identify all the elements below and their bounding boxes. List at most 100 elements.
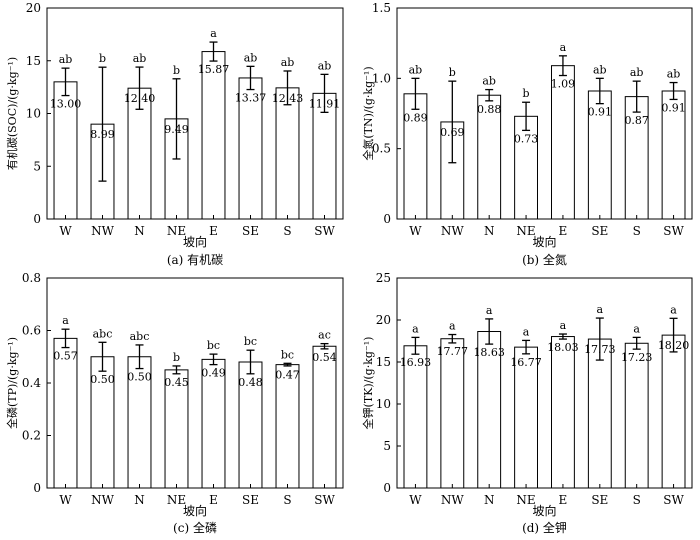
- x-tick-label: SW: [314, 493, 335, 507]
- data-label: 18.03: [547, 341, 579, 354]
- data-label: 0.89: [403, 111, 428, 124]
- x-axis-title: 坡向: [532, 503, 556, 518]
- x-tick-label: NE: [516, 224, 535, 238]
- panel-tp-chart: 0 0.2 0.4 0.6 0.8 0.57 a W 0.50 abc NW 0.50 abc N 0.45…: [5, 271, 344, 535]
- significance-label: a: [633, 322, 640, 335]
- significance-label: a: [670, 303, 677, 316]
- data-label: 0.91: [588, 106, 613, 119]
- x-tick-label: S: [283, 493, 291, 507]
- bar-sw: [661, 334, 686, 489]
- bar-s: [275, 87, 300, 220]
- data-label: 0.87: [624, 114, 649, 127]
- y-tick-label: 15: [26, 54, 41, 68]
- data-label: 0.69: [440, 126, 465, 139]
- data-label: 0.57: [53, 350, 78, 363]
- significance-label: ab: [244, 51, 258, 64]
- x-tick-label: NW: [91, 493, 115, 507]
- significance-label: ab: [133, 52, 147, 65]
- significance-label: b: [173, 64, 180, 77]
- significance-label: b: [523, 87, 530, 100]
- panel-caption: (b) 全氮: [522, 252, 567, 267]
- y-axis-title: 有机碳(SOC)/(g·kg⁻¹): [5, 57, 19, 170]
- y-axis-title: 全钾(TK)/(g·kg⁻¹): [361, 337, 375, 430]
- significance-label: b: [449, 66, 456, 79]
- y-tick-label: 0.8: [22, 271, 41, 285]
- x-tick-label: N: [484, 224, 495, 238]
- y-tick-label: 15: [376, 355, 391, 369]
- y-tick-label: 1.0: [372, 71, 391, 85]
- bar-s: [275, 364, 300, 489]
- y-tick-label: 0.5: [372, 142, 391, 156]
- panel-caption: (d) 全钾: [522, 520, 567, 535]
- y-tick-label: 0: [383, 481, 391, 495]
- y-tick-label: 0.6: [22, 324, 41, 338]
- data-label: 0.91: [661, 101, 686, 114]
- data-label: 12.40: [124, 92, 156, 105]
- y-tick-label: 10: [376, 397, 391, 411]
- significance-label: ab: [281, 56, 295, 69]
- significance-label: a: [449, 320, 456, 333]
- x-tick-label: SW: [314, 224, 335, 238]
- significance-label: ab: [59, 53, 73, 66]
- x-tick-label: E: [209, 493, 218, 507]
- significance-label: a: [560, 319, 567, 332]
- x-tick-label: E: [559, 493, 568, 507]
- significance-label: b: [173, 351, 180, 364]
- x-tick-label: NE: [516, 493, 535, 507]
- y-tick-label: 0: [33, 212, 41, 226]
- y-tick-label: 5: [383, 439, 391, 453]
- significance-label: a: [597, 303, 604, 316]
- significance-label: ab: [630, 66, 644, 79]
- data-label: 17.73: [584, 343, 616, 356]
- x-tick-label: NW: [441, 224, 465, 238]
- data-label: 18.20: [658, 339, 690, 352]
- data-label: 8.99: [90, 128, 115, 141]
- data-label: 13.00: [50, 98, 82, 111]
- data-label: 0.54: [312, 351, 337, 364]
- x-axis-title: 坡向: [183, 234, 207, 249]
- significance-label: bc: [244, 335, 257, 348]
- x-tick-label: SW: [663, 493, 684, 507]
- x-tick-label: W: [409, 224, 422, 238]
- x-tick-label: NE: [167, 493, 186, 507]
- plot-frame: [396, 7, 693, 220]
- y-tick-label: 5: [33, 159, 41, 173]
- y-tick-label: 20: [376, 313, 391, 327]
- bar-se: [587, 338, 612, 489]
- x-tick-label: N: [484, 493, 495, 507]
- data-label: 9.49: [164, 123, 189, 136]
- significance-label: a: [412, 322, 419, 335]
- significance-label: abc: [130, 330, 150, 343]
- x-tick-label: N: [134, 224, 145, 238]
- data-label: 16.93: [400, 356, 432, 369]
- data-label: 0.50: [127, 371, 152, 384]
- data-label: 17.23: [621, 351, 653, 364]
- plot-frame: [396, 277, 693, 489]
- x-tick-label: N: [134, 493, 145, 507]
- significance-label: bc: [207, 339, 220, 352]
- x-tick-label: S: [283, 224, 291, 238]
- data-label: 0.48: [238, 376, 263, 389]
- data-label: 1.09: [551, 78, 576, 91]
- significance-label: ab: [318, 59, 332, 72]
- panel-tn-chart: 0 0.5 1.0 1.5 0.89 ab W 0.69 b NW 0.88 ab N 0.73 b NE 1.…: [361, 1, 693, 267]
- data-label: 16.77: [510, 356, 542, 369]
- data-label: 0.49: [201, 367, 226, 380]
- x-tick-label: S: [633, 224, 641, 238]
- data-label: 0.50: [90, 373, 115, 386]
- significance-label: ac: [318, 329, 331, 342]
- y-axis-title: 全磷(TP)/(g·kg⁻¹): [5, 337, 19, 429]
- x-tick-label: SE: [242, 493, 259, 507]
- x-axis-title: 坡向: [532, 234, 556, 249]
- x-tick-label: NW: [91, 224, 115, 238]
- significance-label: bc: [281, 348, 294, 361]
- x-tick-label: E: [559, 224, 568, 238]
- x-tick-label: E: [209, 224, 218, 238]
- y-tick-label: 10: [26, 107, 41, 121]
- significance-label: ab: [482, 75, 496, 88]
- data-label: 18.63: [473, 346, 505, 359]
- x-axis-title: 坡向: [183, 503, 207, 518]
- y-tick-label: 20: [26, 1, 41, 15]
- y-axis-title: 全氮(TN)/(g·kg⁻¹): [361, 66, 375, 160]
